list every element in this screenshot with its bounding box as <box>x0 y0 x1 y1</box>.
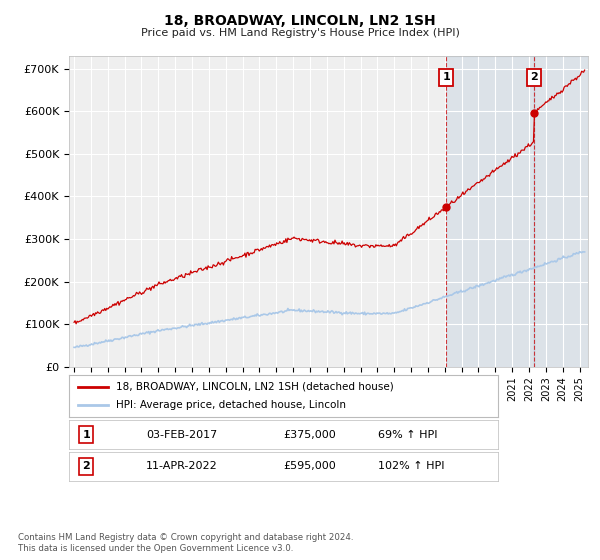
Text: 102% ↑ HPI: 102% ↑ HPI <box>378 461 445 472</box>
Text: 11-APR-2022: 11-APR-2022 <box>146 461 218 472</box>
Text: 69% ↑ HPI: 69% ↑ HPI <box>378 430 437 440</box>
Text: HPI: Average price, detached house, Lincoln: HPI: Average price, detached house, Linc… <box>116 400 346 410</box>
Text: 1: 1 <box>442 72 450 82</box>
Bar <box>446 56 534 367</box>
Text: 18, BROADWAY, LINCOLN, LN2 1SH (detached house): 18, BROADWAY, LINCOLN, LN2 1SH (detached… <box>116 382 394 392</box>
Text: 1: 1 <box>82 430 90 440</box>
Text: Contains HM Land Registry data © Crown copyright and database right 2024.
This d: Contains HM Land Registry data © Crown c… <box>18 533 353 553</box>
Text: 18, BROADWAY, LINCOLN, LN2 1SH: 18, BROADWAY, LINCOLN, LN2 1SH <box>164 14 436 28</box>
Text: 2: 2 <box>530 72 538 82</box>
Text: £375,000: £375,000 <box>284 430 336 440</box>
Text: £595,000: £595,000 <box>284 461 336 472</box>
Text: 2: 2 <box>82 461 90 472</box>
Bar <box>534 56 588 367</box>
Text: 03-FEB-2017: 03-FEB-2017 <box>146 430 217 440</box>
Text: Price paid vs. HM Land Registry's House Price Index (HPI): Price paid vs. HM Land Registry's House … <box>140 28 460 38</box>
